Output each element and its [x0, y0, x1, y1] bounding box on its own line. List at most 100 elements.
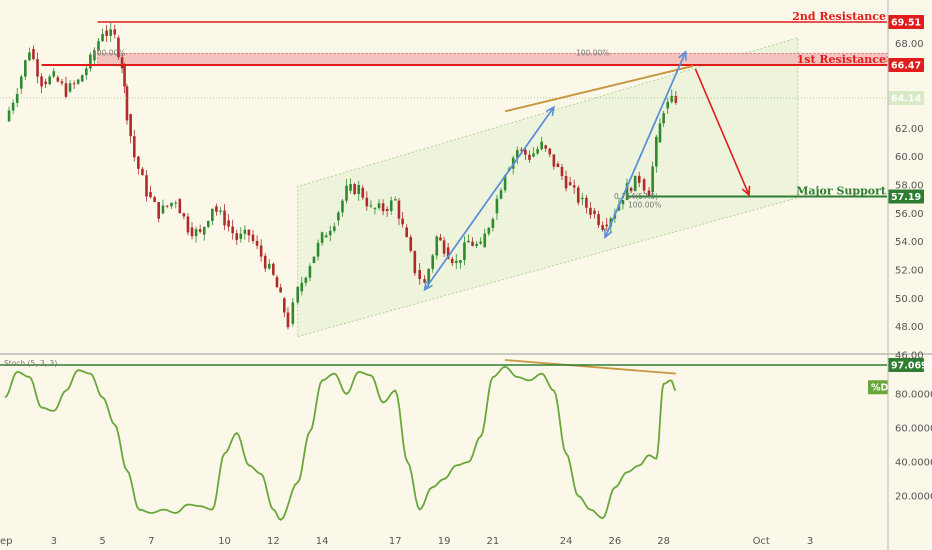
arrow-down-2: [603, 51, 687, 240]
candle: [251, 229, 255, 244]
stoch-tick-label: 80.0000: [895, 390, 932, 401]
date-tick-label: 5: [99, 536, 105, 547]
candle: [666, 97, 670, 114]
candle: [377, 198, 381, 211]
candle: [215, 203, 218, 216]
candle: [231, 219, 234, 240]
candle: [597, 210, 600, 228]
candle: [24, 59, 27, 81]
candle: [227, 213, 230, 232]
candle: [479, 237, 482, 245]
price-tick-label: 46.00: [895, 351, 924, 362]
candle: [174, 200, 178, 209]
candle: [540, 136, 543, 151]
candle: [32, 45, 35, 61]
date-tick-label: Oct: [753, 536, 770, 547]
price-tick-label: 54.00: [895, 237, 924, 248]
price-tick-label: 52.00: [895, 266, 924, 277]
candle: [235, 229, 239, 245]
candle: [365, 191, 369, 211]
date-tick-label: 3: [807, 536, 813, 547]
candle: [642, 177, 646, 194]
candle: [48, 74, 52, 86]
candle: [170, 202, 173, 209]
candle: [11, 99, 15, 115]
candle: [312, 256, 316, 264]
candle: [279, 283, 282, 293]
price-tick-label: 62.00: [895, 124, 924, 135]
candle: [475, 241, 478, 249]
candle: [341, 199, 344, 217]
price-tick-label: 68.00: [895, 39, 924, 50]
candle: [560, 163, 564, 180]
candle: [495, 195, 499, 221]
candle: [101, 28, 104, 43]
candle: [296, 285, 300, 305]
candle: [483, 228, 487, 248]
candle: [211, 208, 214, 226]
candle: [125, 83, 129, 125]
candle: [15, 87, 19, 107]
candle: [655, 134, 658, 173]
candle: [491, 217, 495, 232]
tag-major-support: 57.19: [888, 189, 924, 204]
date-tick-label: 14: [316, 536, 329, 547]
candle: [581, 192, 584, 206]
candle: [202, 226, 206, 241]
date-tick-label: 12: [267, 536, 280, 547]
fib-100-mid-label: 100.00%: [576, 48, 609, 57]
tag-stoch-d: %D: [868, 380, 889, 395]
candle: [361, 185, 365, 201]
candle: [471, 237, 474, 247]
candle: [394, 196, 397, 201]
major-support-label: Major Support: [796, 184, 887, 197]
candle: [194, 226, 198, 243]
candle: [544, 144, 548, 152]
price-tick-label: 56.00: [895, 209, 924, 220]
candle: [247, 229, 251, 243]
projection-down-arrow: [694, 68, 751, 197]
candle: [401, 212, 404, 228]
candle: [373, 207, 377, 215]
price-channel: [297, 36, 799, 338]
arrow-down-1: [423, 106, 555, 292]
tag-major-support-text: 57.19: [891, 192, 921, 203]
stoch-divergence-line: [505, 359, 676, 375]
candle: [52, 67, 56, 79]
candle: [524, 147, 527, 161]
candle: [267, 259, 271, 270]
candle: [658, 118, 662, 143]
candle: [105, 25, 108, 42]
candle: [206, 220, 210, 229]
candle: [255, 235, 259, 250]
candle: [651, 161, 654, 197]
tag-current-price: 64.14: [888, 91, 924, 106]
candle: [137, 155, 140, 175]
candle: [44, 78, 47, 89]
candle: [463, 236, 466, 266]
candle: [454, 253, 458, 270]
candle: [7, 106, 11, 123]
price-tick-label: 60.00: [895, 152, 924, 163]
candle: [36, 52, 39, 84]
candle: [272, 262, 275, 277]
candle: [76, 78, 80, 86]
candle: [324, 232, 328, 238]
candle: [439, 233, 442, 241]
tag-stoch-d-text: %D: [871, 383, 889, 394]
candle: [442, 236, 446, 257]
date-tick-label: 26: [608, 536, 621, 547]
date-tick-label: 10: [218, 536, 231, 547]
candle: [621, 199, 625, 210]
candle: [405, 224, 408, 238]
candle: [637, 171, 641, 188]
candle: [283, 297, 286, 318]
fib-100-top-label: 100.00%: [92, 48, 125, 57]
candle: [353, 182, 356, 196]
candle: [56, 74, 60, 83]
tag-first-resistance: 66.47: [888, 58, 924, 73]
tag-first-resistance-text: 66.47: [891, 61, 921, 72]
candle: [40, 73, 43, 94]
